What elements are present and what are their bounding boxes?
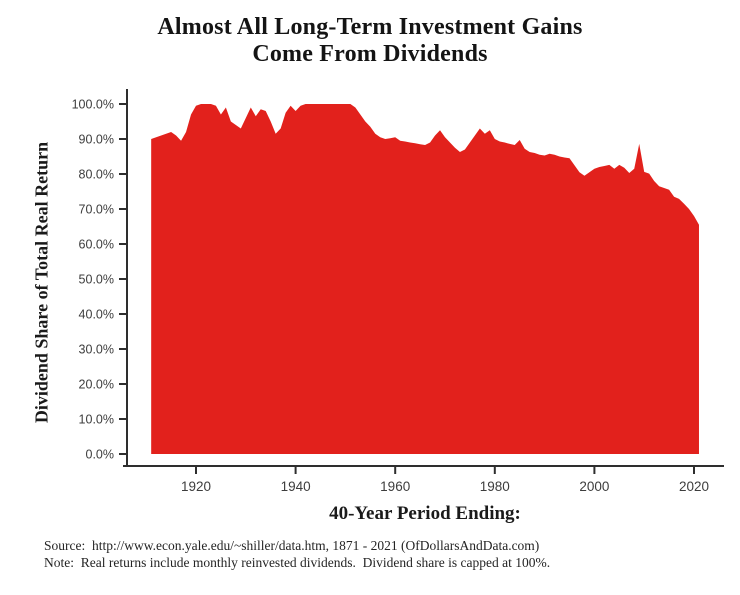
- y-tick-label: 20.0%: [79, 378, 114, 392]
- y-tick-label: 70.0%: [79, 203, 114, 217]
- x-tick-label: 1920: [181, 479, 211, 494]
- y-tick-label: 80.0%: [79, 168, 114, 182]
- source-note: Source: http://www.econ.yale.edu/~shille…: [44, 538, 540, 553]
- methodology-note: Note: Real returns include monthly reinv…: [44, 554, 551, 570]
- y-tick-label: 100.0%: [72, 98, 114, 112]
- y-tick-label: 40.0%: [79, 308, 114, 322]
- y-tick-label: 60.0%: [79, 238, 114, 252]
- chart-title-line2: Come From Dividends: [252, 41, 488, 67]
- x-tick-label: 1980: [480, 479, 510, 494]
- y-tick-label: 0.0%: [86, 448, 115, 462]
- x-tick-label: 2020: [679, 479, 709, 494]
- chart-title-line1: Almost All Long-Term Investment Gains: [157, 14, 583, 40]
- y-tick-label: 90.0%: [79, 133, 114, 147]
- y-tick-label: 30.0%: [79, 343, 114, 357]
- x-tick-label: 1940: [281, 479, 311, 494]
- chart-title: Almost All Long-Term Investment Gains Co…: [0, 14, 740, 68]
- dividend-share-area: [151, 104, 699, 454]
- footer: Source: http://www.econ.yale.edu/~shille…: [44, 538, 734, 571]
- area-chart-plot: 0.0% 10.0% 20.0% 30.0% 40.0% 50.0% 60.0% 70.0% 8…: [72, 89, 724, 494]
- x-tick-label: 1960: [380, 479, 410, 494]
- x-axis-title: 40-Year Period Ending:: [329, 503, 521, 524]
- x-tick-label: 2000: [579, 479, 609, 494]
- y-tick-label: 50.0%: [79, 273, 114, 287]
- y-tick-label: 10.0%: [79, 413, 114, 427]
